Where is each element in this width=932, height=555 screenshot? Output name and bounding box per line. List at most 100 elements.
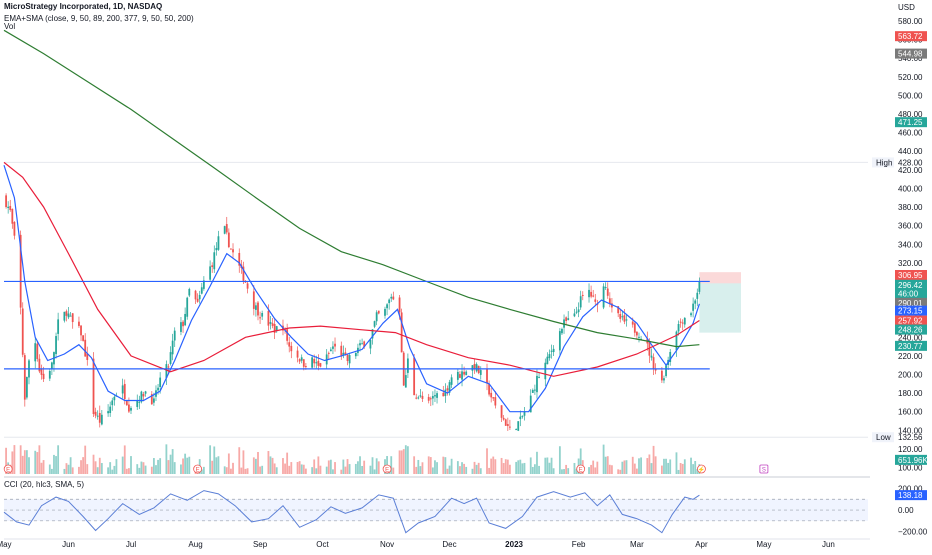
volume-bar-2022-10-11 (342, 459, 345, 474)
candle-body-2022-05-20 (42, 373, 45, 380)
candle-body-2023-01-11 (533, 389, 536, 391)
volume-bar-2022-05-27 (57, 445, 60, 474)
candle-body-2022-10-20 (361, 343, 363, 345)
volume-bar-2022-06-16 (98, 457, 101, 474)
candle-body-2022-07-18 (165, 364, 168, 378)
event-label-2022-08-02: E (196, 468, 200, 474)
volume-bar-2022-11-23 (431, 467, 434, 474)
volume-bar-2022-05-06 (13, 445, 16, 474)
candle-body-2022-07-08 (144, 391, 147, 394)
volume-bar-2023-01-26 (565, 464, 568, 474)
candle-body-2022-06-22 (111, 400, 114, 406)
stop-zone (699, 272, 742, 284)
volume-bar-2022-11-25 (436, 462, 438, 474)
volume-bar-2022-05-17 (36, 452, 39, 474)
candle-body-2023-02-15 (606, 288, 609, 296)
volume-bar-2022-08-11 (215, 457, 218, 474)
volume-bar-2022-12-23 (494, 459, 497, 474)
volume-bar-2022-10-06 (332, 469, 334, 474)
candle-body-2022-10-26 (373, 321, 376, 327)
candle-body-2022-11-22 (429, 398, 432, 400)
cci-tick--200: −200.00 (898, 528, 928, 537)
price-tick-120: 120.00 (898, 445, 923, 454)
candle-body-2023-02-21 (619, 314, 622, 319)
volume-bar-2023-03-10 (654, 456, 657, 474)
volume-legend[interactable]: Vol (4, 22, 16, 31)
candle-body-2023-01-16 (544, 362, 547, 380)
candle-body-2023-02-28 (633, 323, 636, 333)
volume-bar-2022-10-10 (340, 469, 343, 474)
volume-bar-2022-07-12 (152, 458, 155, 474)
candle-body-2022-12-12 (471, 365, 474, 371)
candle-body-2023-01-04 (519, 416, 522, 420)
candle-body-2022-08-11 (215, 248, 218, 251)
candle-body-2022-10-28 (377, 310, 380, 314)
candle-body-2022-09-27 (313, 359, 316, 364)
candle-body-2022-10-10 (340, 345, 343, 357)
candle-body-2022-06-30 (128, 404, 130, 412)
candle-body-2022-12-20 (488, 383, 490, 395)
volume-bar-2022-07-06 (140, 461, 143, 474)
volume-bar-2022-09-06 (269, 456, 272, 474)
volume-bar-2023-03-03 (640, 457, 642, 474)
candle-body-2022-09-09 (275, 326, 278, 332)
volume-bar-2022-12-01 (448, 465, 451, 474)
candle-body-2022-12-28 (504, 419, 507, 426)
candle-body-2022-11-28 (442, 392, 445, 397)
candle-body-2022-12-02 (450, 377, 453, 385)
candle-body-2022-05-10 (21, 308, 24, 355)
volume-bar-2022-06-30 (128, 468, 130, 474)
volume-bar-2023-03-06 (646, 458, 649, 474)
volume-bar-2022-12-29 (506, 459, 509, 474)
event-marker-2023-04-01 (697, 464, 706, 474)
candle-body-2022-08-19 (232, 249, 234, 253)
candle-body-2022-05-06 (13, 222, 16, 236)
time-tick-mar: Mar (630, 540, 644, 549)
time-tick-nov: Nov (380, 540, 394, 549)
volume-bar-2022-11-04 (392, 467, 395, 474)
candle-body-2023-03-01 (636, 331, 638, 336)
volume-bar-2022-06-02 (69, 457, 72, 474)
volume-bar-2023-03-01 (636, 468, 638, 474)
volume-bar-2023-01-20 (552, 468, 555, 474)
time-tick-feb: Feb (572, 540, 586, 549)
volume-bar-2022-10-03 (325, 466, 328, 474)
candle-body-2023-03-02 (638, 336, 640, 338)
volume-bar-2022-06-10 (86, 464, 89, 474)
cci-legend[interactable]: CCI (20, hlc3, SMA, 5) (4, 480, 85, 489)
volume-bar-2022-06-23 (113, 465, 116, 474)
candle-body-2022-08-26 (246, 283, 249, 289)
volume-bar-2022-06-08 (82, 457, 85, 474)
event-marker-2023-05-01 (759, 464, 769, 474)
volume-bar-2023-03-30 (696, 469, 699, 474)
candle-body-2023-03-20 (675, 331, 678, 351)
indicator-legend[interactable]: EMA+SMA (close, 9, 50, 89, 200, 377, 9, … (4, 14, 194, 23)
volume-bar-2022-10-28 (377, 461, 380, 474)
volume-bar-2023-01-03 (517, 460, 520, 474)
volume-bar-2023-01-11 (533, 464, 536, 474)
volume-bar-2023-03-08 (650, 463, 653, 474)
candle-body-2022-06-27 (121, 385, 124, 394)
volume-bar-2023-02-22 (621, 461, 624, 474)
candle-body-2022-08-22 (238, 252, 241, 266)
candle-body-2022-10-13 (346, 354, 349, 362)
symbol-title: MicroStrategy Incorporated, 1D, NASDAQ (4, 2, 163, 11)
volume-bar-2022-06-15 (96, 467, 99, 474)
price-tag-273.15: 273.15 (898, 307, 923, 316)
candle-body-2023-03-10 (654, 369, 657, 371)
hilo-label-low: Low (876, 433, 891, 442)
price-tick-460: 460.00 (898, 129, 923, 138)
time-tick-oct: Oct (316, 540, 329, 549)
volume-bar-2023-03-16 (667, 462, 670, 474)
volume-bar-2022-09-26 (311, 467, 314, 474)
candle-body-2023-03-14 (663, 378, 665, 381)
volume-bar-2022-08-31 (257, 452, 259, 474)
volume-bar-2023-02-21 (619, 469, 622, 474)
volume-bar-2023-03-09 (652, 445, 655, 474)
volume-bar-2022-12-06 (459, 466, 461, 474)
volume-bar-2022-05-31 (65, 463, 68, 474)
price-tag-bg (895, 324, 927, 335)
volume-bar-2023-02-27 (631, 456, 634, 474)
